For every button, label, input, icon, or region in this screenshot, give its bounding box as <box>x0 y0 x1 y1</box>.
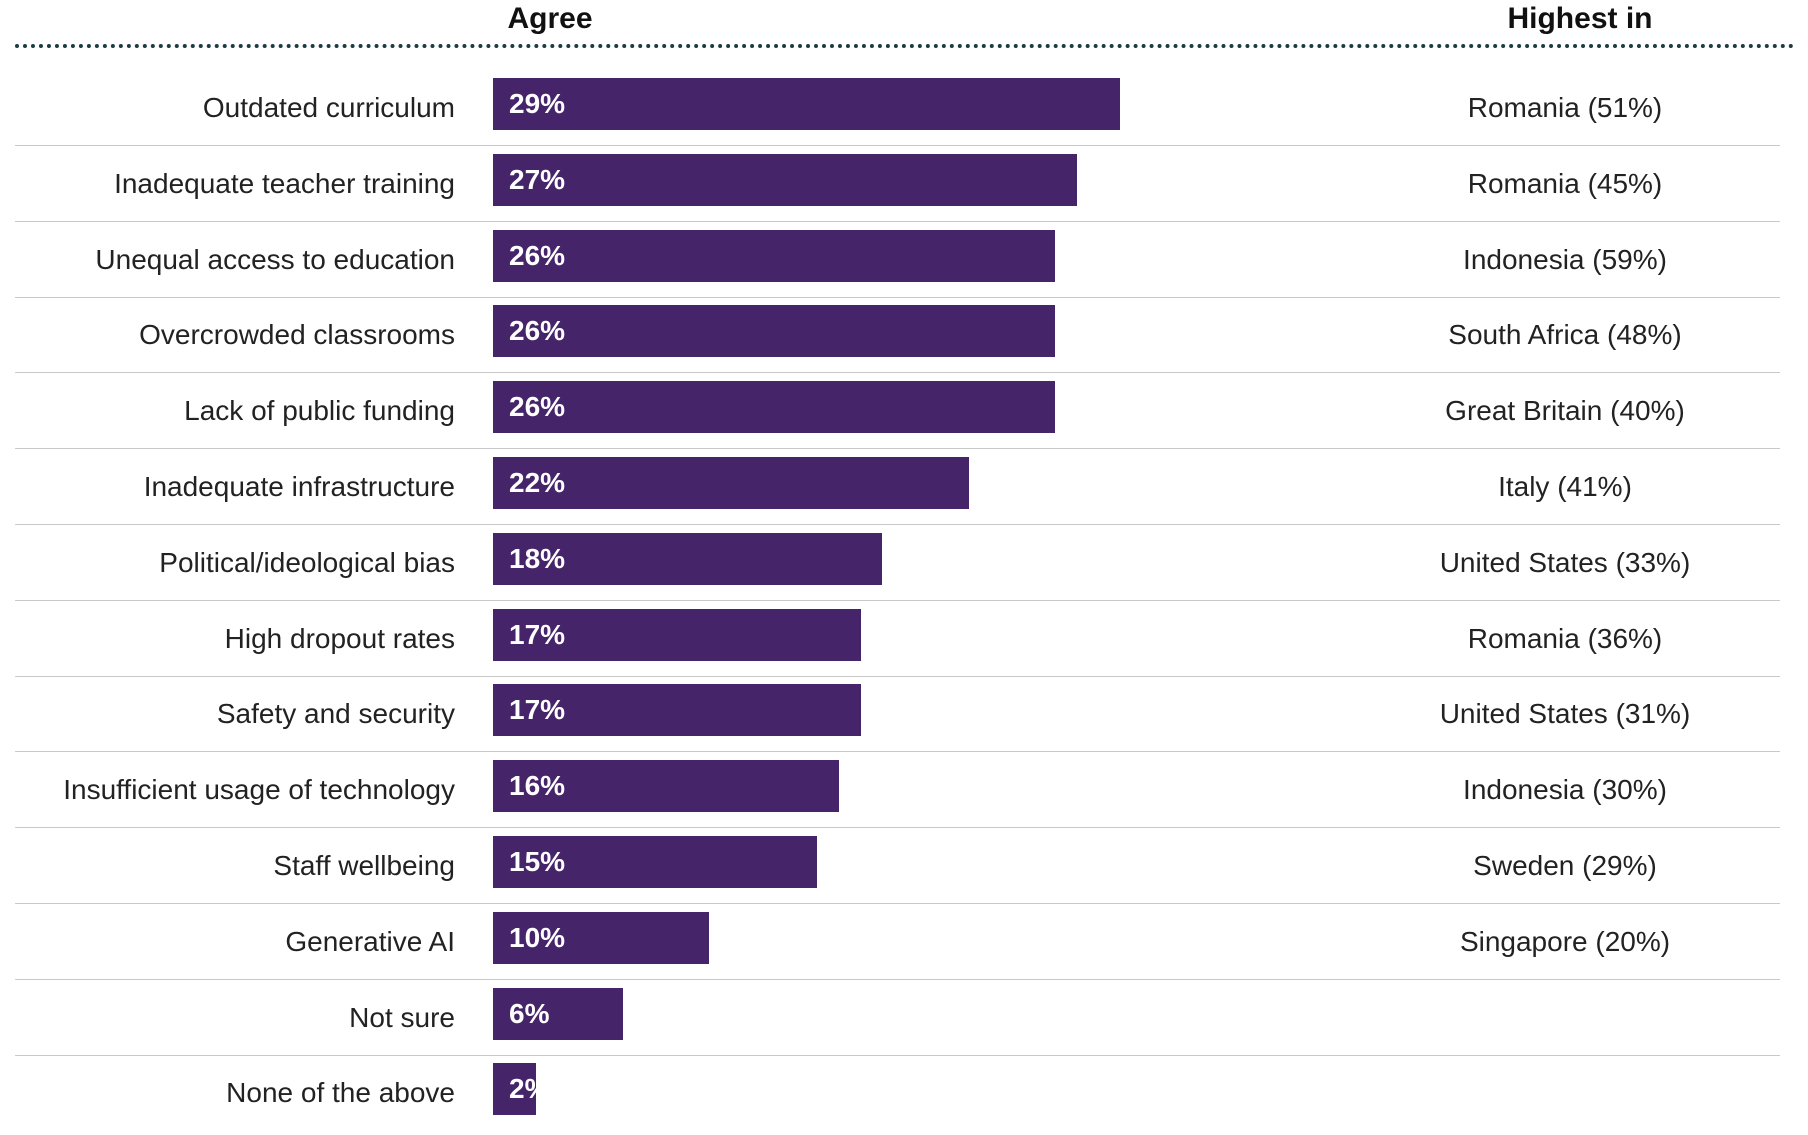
category-label: None of the above <box>226 1077 455 1109</box>
bar: 6% <box>493 987 623 1040</box>
category-label: Political/ideological bias <box>159 546 455 578</box>
highest-in-label: Sweden (29%) <box>1473 850 1657 881</box>
chart-row: None of the above 2% <box>15 1055 1780 1131</box>
highest-in-label: Italy (41%) <box>1498 471 1632 502</box>
chart-row: Inadequate teacher training 27% Romania (4… <box>15 146 1780 222</box>
chart-row: Overcrowded classrooms 26% South Africa (4… <box>15 297 1780 374</box>
category-label: Inadequate infrastructure <box>143 471 455 502</box>
bar-value-label: 29% <box>509 88 566 119</box>
row-divider <box>15 372 1780 374</box>
bar-value-label: 26% <box>509 315 566 347</box>
highest-in-label: Singapore (20%) <box>1459 925 1671 957</box>
bar-value-label: 18% <box>509 542 566 574</box>
chart-row: Generative AI 10% Singapore (20%) <box>15 904 1780 980</box>
row-divider <box>15 903 1780 904</box>
chart-row: Safety and security 17% United States (31%… <box>15 676 1780 753</box>
bar: 26% <box>493 305 1056 358</box>
highest-in-label: United States (31%) <box>1439 698 1691 730</box>
chart-row: High dropout rates 17% Romania (36%) <box>15 601 1780 677</box>
agree-column-header: Agree <box>507 2 593 35</box>
row-divider <box>15 675 1780 677</box>
chart-row: Political/ideological bias 18% United Stat… <box>15 525 1780 601</box>
bar-value-label: 10% <box>509 921 566 953</box>
bar-value-label: 6% <box>509 997 550 1029</box>
row-divider <box>15 978 1780 980</box>
category-label: Insufficient usage of technology <box>63 774 455 806</box>
bar-value-label: 26% <box>509 391 566 423</box>
bar-value-label: 15% <box>509 846 566 877</box>
highest-in-label <box>1380 980 1750 1056</box>
category-label: Overcrowded classrooms <box>139 319 455 351</box>
category-label: Not sure <box>349 1001 455 1033</box>
bar: 18% <box>493 532 883 585</box>
category-label: High dropout rates <box>224 622 455 654</box>
highest-in-label: Romania (36%) <box>1467 622 1663 654</box>
bar-value-label: 17% <box>509 618 566 650</box>
chart-row: Unequal access to education 26% Indonesia … <box>15 222 1780 298</box>
bar: 26% <box>493 381 1056 434</box>
category-label: Unequal access to education <box>95 243 455 275</box>
row-divider <box>15 220 1780 222</box>
row-divider <box>15 827 1780 829</box>
highest-in-label <box>1380 1055 1750 1131</box>
bar-value-label: 16% <box>509 770 566 802</box>
header-divider <box>15 44 1795 48</box>
category-label: Generative AI <box>285 925 455 957</box>
row-divider <box>15 145 1780 146</box>
bar: 16% <box>493 760 839 813</box>
chart-row: Staff wellbeing 15% Sweden (29%) <box>15 828 1780 904</box>
row-divider <box>15 751 1780 753</box>
row-divider <box>15 448 1780 450</box>
bar-value-label: 22% <box>509 467 566 498</box>
bar: 10% <box>493 911 710 964</box>
bar: 17% <box>493 684 861 737</box>
row-divider <box>15 296 1780 298</box>
category-label: Lack of public funding <box>184 395 455 427</box>
row-divider <box>15 524 1780 525</box>
bar-value-label: 17% <box>509 694 566 726</box>
highest-in-label: South Africa (48%) <box>1448 319 1682 351</box>
chart-row: Outdated curriculum 29% Romania (51%) <box>15 70 1780 146</box>
category-label: Safety and security <box>216 698 455 730</box>
highest-in-label: United States (33%) <box>1439 546 1691 578</box>
highest-in-label: Indonesia (30%) <box>1463 774 1667 806</box>
bar: 27% <box>493 153 1077 206</box>
bar: 29% <box>493 78 1120 130</box>
chart-row: Lack of public funding 26% Great Britain (… <box>15 373 1780 450</box>
highest-in-label: Great Britain (40%) <box>1445 395 1685 427</box>
category-label: Inadequate teacher training <box>114 167 455 199</box>
bar: 26% <box>493 229 1056 282</box>
highest-in-label: Romania (45%) <box>1467 167 1663 199</box>
chart-row: Insufficient usage of technology 16% Indon… <box>15 752 1780 829</box>
category-label: Outdated curriculum <box>202 92 455 123</box>
bar: 2% <box>493 1063 537 1116</box>
category-label: Staff wellbeing <box>273 850 455 881</box>
bar: 15% <box>493 836 818 888</box>
highest-in-label: Indonesia (59%) <box>1463 243 1667 275</box>
highest-in-column-header: Highest in <box>1507 2 1653 35</box>
chart-row: Not sure 6% <box>15 980 1780 1056</box>
bar-value-label: 2% <box>509 1073 536 1105</box>
bar: 17% <box>493 608 861 661</box>
row-divider <box>15 1054 1780 1056</box>
bar: 22% <box>493 457 969 509</box>
chart-row: Inadequate infrastructure 22% Italy (41%) <box>15 449 1780 525</box>
highest-in-label: Romania (51%) <box>1467 92 1663 123</box>
bar-value-label: 27% <box>509 163 566 195</box>
bar-value-label: 26% <box>509 239 566 271</box>
row-divider <box>15 599 1780 601</box>
